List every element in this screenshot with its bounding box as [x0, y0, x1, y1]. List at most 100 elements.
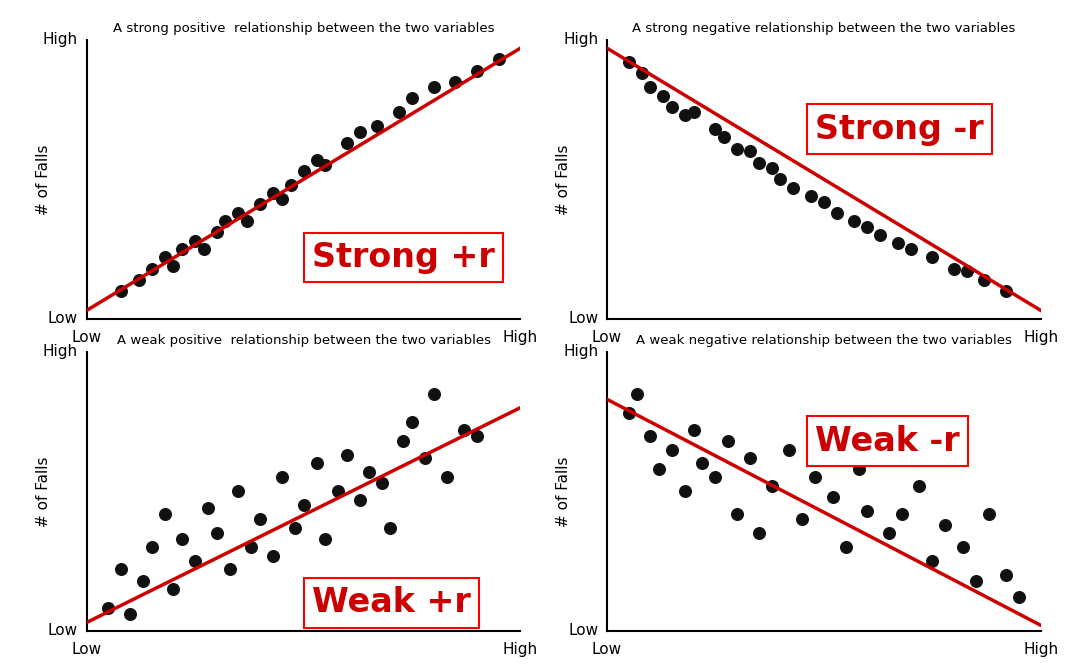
Text: # of Falls: # of Falls	[36, 456, 51, 527]
Point	[351, 127, 369, 137]
Text: Weak +r: Weak +r	[312, 586, 470, 620]
Point	[655, 90, 672, 101]
Point	[330, 486, 347, 497]
Text: High: High	[43, 345, 78, 359]
Point	[846, 216, 863, 226]
Point	[121, 609, 139, 620]
Point	[728, 509, 746, 519]
Point	[295, 500, 312, 511]
Text: Strong -r: Strong -r	[815, 113, 984, 145]
Point	[317, 160, 334, 171]
Text: # of Falls: # of Falls	[36, 144, 51, 214]
Point	[824, 491, 841, 502]
Point	[707, 124, 724, 134]
Text: Low: Low	[592, 642, 622, 657]
Point	[134, 575, 152, 586]
Point	[780, 444, 798, 455]
Point	[997, 286, 1015, 296]
Point	[468, 65, 486, 76]
Text: # of RN Vacancies: # of RN Vacancies	[233, 352, 374, 367]
Point	[156, 252, 173, 263]
Title: A strong negative relationship between the two variables: A strong negative relationship between t…	[632, 21, 1016, 35]
Point	[663, 102, 681, 112]
Point	[273, 472, 291, 483]
Point	[217, 216, 234, 226]
Point	[685, 425, 702, 436]
Point	[438, 472, 455, 483]
Text: High: High	[503, 330, 538, 345]
Point	[785, 183, 802, 193]
Point	[620, 57, 637, 68]
Point	[859, 505, 876, 516]
Text: Low: Low	[48, 623, 78, 638]
Title: A weak negative relationship between the two variables: A weak negative relationship between the…	[636, 333, 1011, 347]
Point	[763, 163, 780, 173]
Point	[715, 132, 733, 143]
Point	[902, 244, 919, 254]
Point	[772, 174, 789, 185]
Point	[425, 388, 442, 399]
Point	[173, 533, 191, 544]
Point	[165, 584, 182, 594]
Point	[997, 570, 1015, 580]
Point	[308, 458, 325, 469]
Point	[113, 564, 130, 575]
Text: High: High	[503, 642, 538, 657]
Point	[338, 450, 356, 460]
Point	[273, 193, 291, 204]
Point	[416, 453, 434, 463]
Text: High: High	[564, 33, 598, 47]
Point	[100, 603, 117, 614]
Point	[390, 107, 408, 118]
Point	[295, 165, 312, 176]
Point	[308, 155, 325, 165]
Point	[663, 444, 681, 455]
Point	[707, 472, 724, 483]
Text: # of RN Vacancies: # of RN Vacancies	[753, 352, 894, 367]
Point	[447, 76, 464, 87]
Text: Low: Low	[568, 623, 598, 638]
Point	[186, 556, 204, 566]
Point	[685, 107, 702, 118]
Point	[642, 82, 659, 92]
Text: High: High	[43, 33, 78, 47]
Point	[395, 436, 412, 446]
Point	[889, 238, 906, 249]
Point	[629, 388, 646, 399]
Point	[113, 286, 130, 296]
Point	[425, 82, 442, 92]
Text: Low: Low	[48, 311, 78, 326]
Point	[867, 453, 885, 463]
Point	[911, 481, 928, 491]
Point	[954, 542, 971, 552]
Point	[143, 263, 160, 274]
Point	[403, 416, 421, 427]
Point	[620, 408, 637, 418]
Text: High: High	[564, 345, 598, 359]
Point	[837, 542, 854, 552]
Text: Weak -r: Weak -r	[815, 425, 959, 457]
Point	[264, 188, 282, 199]
Point	[490, 54, 507, 64]
Point	[676, 486, 694, 497]
Point	[880, 528, 898, 539]
Point	[251, 199, 269, 210]
Point	[286, 523, 304, 533]
Point	[282, 179, 299, 190]
Point	[741, 453, 759, 463]
Point	[694, 458, 711, 469]
Point	[165, 260, 182, 271]
Point	[720, 436, 737, 446]
Text: High: High	[1023, 642, 1058, 657]
Point	[937, 519, 954, 530]
Point	[186, 235, 204, 246]
Text: Low: Low	[72, 330, 102, 345]
Point	[338, 137, 356, 148]
Text: Low: Low	[72, 642, 102, 657]
Point	[859, 221, 876, 232]
Text: # of Falls: # of Falls	[556, 456, 571, 527]
Point	[360, 467, 377, 477]
Point	[872, 230, 889, 240]
Point	[156, 509, 173, 519]
Point	[199, 503, 217, 513]
